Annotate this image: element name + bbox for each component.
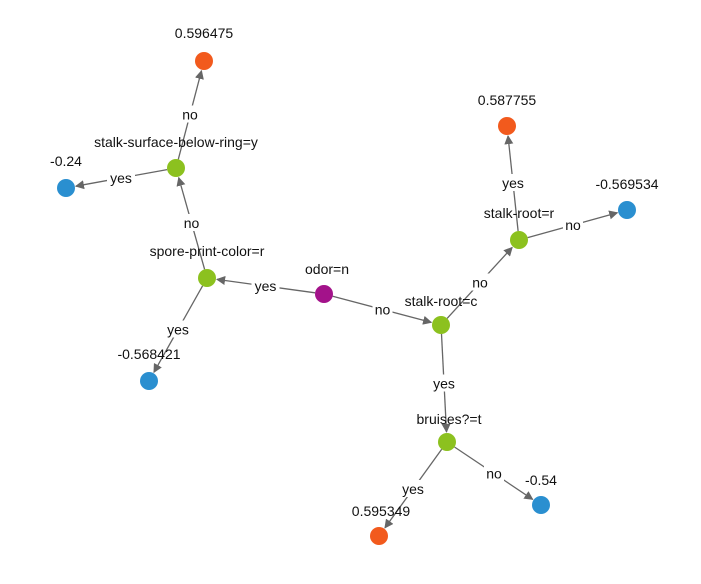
node-stalkc[interactable]: stalk-root=c <box>405 293 478 334</box>
edge-label-background <box>107 169 135 186</box>
edge-label-background <box>499 174 527 191</box>
leaf_negative-node-circle[interactable] <box>532 496 550 514</box>
node-label: -0.54 <box>525 472 557 488</box>
edge-label-stalkc-bruises: yes <box>430 374 458 392</box>
edge-label-text: yes <box>167 322 189 338</box>
node-stalkr[interactable]: stalk-root=r <box>484 205 555 249</box>
edge-label-background <box>164 320 192 338</box>
edge-labels-layer: yes no no yes no yes no yes yes no yes no <box>107 105 583 497</box>
edge-label-text: yes <box>402 481 424 497</box>
node-leaf_587755[interactable]: 0.587755 <box>478 92 537 135</box>
node-leaf_595349[interactable]: 0.595349 <box>352 503 411 545</box>
node-label: 0.596475 <box>175 25 234 41</box>
edge-label-background <box>430 374 458 392</box>
edge-label-bruises-leaf_595349: yes <box>399 480 427 497</box>
edge-label-background <box>181 214 202 231</box>
edge-label-background <box>470 273 490 291</box>
split-node-circle[interactable] <box>167 159 185 177</box>
node-label: bruises?=t <box>417 411 482 427</box>
edge-label-stalkr-leaf_m569534: no <box>563 216 583 233</box>
edge-label-ssbr-leaf_596475: no <box>180 105 200 123</box>
leaf_positive-node-circle[interactable] <box>498 117 516 135</box>
node-leaf_m024[interactable]: -0.24 <box>50 153 82 197</box>
edge-label-odor-stalkc: no <box>372 300 393 318</box>
node-leaf_m568421[interactable]: -0.568421 <box>117 346 181 390</box>
edge-label-bruises-leaf_m054: no <box>484 464 504 482</box>
edge-label-spore-ssbr: no <box>181 214 202 231</box>
node-spore[interactable]: spore-print-color=r <box>150 243 265 287</box>
node-label: stalk-surface-below-ring=y <box>94 134 258 150</box>
edge-label-odor-spore: yes <box>251 277 280 294</box>
root-node-circle[interactable] <box>315 285 333 303</box>
node-leaf_m054[interactable]: -0.54 <box>525 472 557 514</box>
split-node-circle[interactable] <box>432 316 450 334</box>
node-label: -0.569534 <box>595 176 658 192</box>
nodes-layer: odor=n spore-print-color=r stalk-surface-b… <box>50 25 659 545</box>
node-leaf_m569534[interactable]: -0.569534 <box>595 176 659 219</box>
edge-label-text: yes <box>255 278 277 294</box>
node-label: odor=n <box>305 261 349 277</box>
split-node-circle[interactable] <box>438 433 456 451</box>
leaf_negative-node-circle[interactable] <box>57 179 75 197</box>
node-bruises[interactable]: bruises?=t <box>417 411 482 451</box>
edge-label-background <box>372 300 393 318</box>
edge-label-background <box>180 105 200 123</box>
node-label: 0.587755 <box>478 92 537 108</box>
edge-label-background <box>484 464 504 482</box>
edge-label-text: yes <box>502 175 524 191</box>
edge-label-background <box>399 480 427 497</box>
edge-label-background <box>563 216 583 233</box>
edge-label-text: yes <box>110 170 132 186</box>
node-label: stalk-root=c <box>405 293 478 309</box>
edge-label-stalkr-leaf_587755: yes <box>499 174 527 191</box>
split-node-circle[interactable] <box>198 269 216 287</box>
split-node-circle[interactable] <box>510 231 528 249</box>
leaf_positive-node-circle[interactable] <box>370 527 388 545</box>
edge-label-text: yes <box>433 376 455 392</box>
leaf_positive-node-circle[interactable] <box>195 52 213 70</box>
node-leaf_596475[interactable]: 0.596475 <box>175 25 234 70</box>
node-label: -0.568421 <box>117 346 180 362</box>
edge-label-stalkc-stalkr: no <box>470 273 490 291</box>
edge-label-background <box>251 277 280 294</box>
edge-label-ssbr-leaf_m024: yes <box>107 169 135 186</box>
node-ssbr[interactable]: stalk-surface-below-ring=y <box>94 134 258 177</box>
edge-label-text: no <box>486 466 502 482</box>
edge-label-text: no <box>375 302 391 318</box>
node-odor[interactable]: odor=n <box>305 261 349 303</box>
node-label: stalk-root=r <box>484 205 555 221</box>
edge-label-text: no <box>182 107 198 123</box>
node-label: spore-print-color=r <box>150 243 265 259</box>
leaf_negative-node-circle[interactable] <box>618 201 636 219</box>
edge-label-text: no <box>565 217 581 233</box>
edge-label-text: no <box>184 215 200 231</box>
edge-label-spore-leaf_m568421: yes <box>164 320 192 338</box>
leaf_negative-node-circle[interactable] <box>140 372 158 390</box>
node-label: 0.595349 <box>352 503 411 519</box>
edge-label-text: no <box>472 275 488 291</box>
node-label: -0.24 <box>50 153 82 169</box>
